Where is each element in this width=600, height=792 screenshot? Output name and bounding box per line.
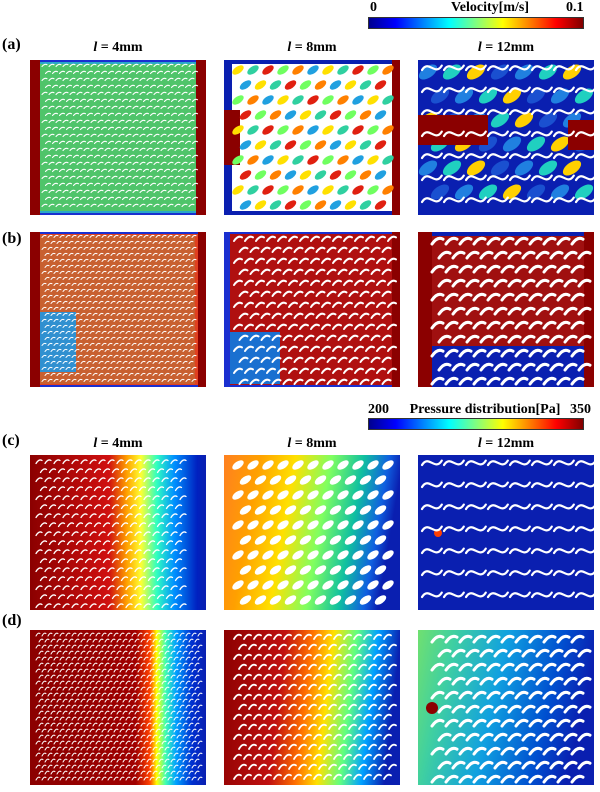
velocity-colorbar <box>368 17 584 29</box>
column-title-8mm-bottom: l = 8mm <box>287 436 337 451</box>
row-label-b: (b) <box>2 230 22 247</box>
row-label-c: (c) <box>2 432 20 449</box>
row-label-a: (a) <box>2 36 21 53</box>
pressure-legend-max: 350 <box>570 402 591 417</box>
velocity-legend-min: 0 <box>370 0 377 15</box>
velocity-field-b-4mm <box>30 232 206 387</box>
velocity-legend-max: 0.1 <box>566 0 584 15</box>
column-title-8mm-top: l = 8mm <box>287 40 337 55</box>
velocity-field-a-4mm <box>30 60 206 215</box>
row-label-d: (d) <box>2 612 22 629</box>
velocity-field-b-12mm <box>418 232 594 387</box>
pressure-legend-title: Pressure distribution[Pa] <box>409 402 561 417</box>
pressure-field-c-4mm <box>30 455 206 610</box>
velocity-legend-title: Velocity[m/s] <box>450 0 530 15</box>
pressure-colorbar <box>368 418 584 430</box>
pressure-field-c-8mm <box>224 455 400 610</box>
pressure-field-d-4mm <box>30 630 206 785</box>
column-title-12mm-top: l = 12mm <box>477 40 535 55</box>
column-title-4mm-top: l = 4mm <box>93 40 143 55</box>
pressure-field-c-12mm <box>418 455 594 610</box>
column-title-12mm-bottom: l = 12mm <box>477 436 535 451</box>
pressure-legend-min: 200 <box>368 402 389 417</box>
pressure-field-d-12mm <box>418 630 594 785</box>
pressure-field-d-8mm <box>224 630 400 785</box>
velocity-field-a-12mm <box>418 60 594 215</box>
column-title-4mm-bottom: l = 4mm <box>93 436 143 451</box>
velocity-field-a-8mm <box>224 60 400 215</box>
velocity-field-b-8mm <box>224 232 400 387</box>
